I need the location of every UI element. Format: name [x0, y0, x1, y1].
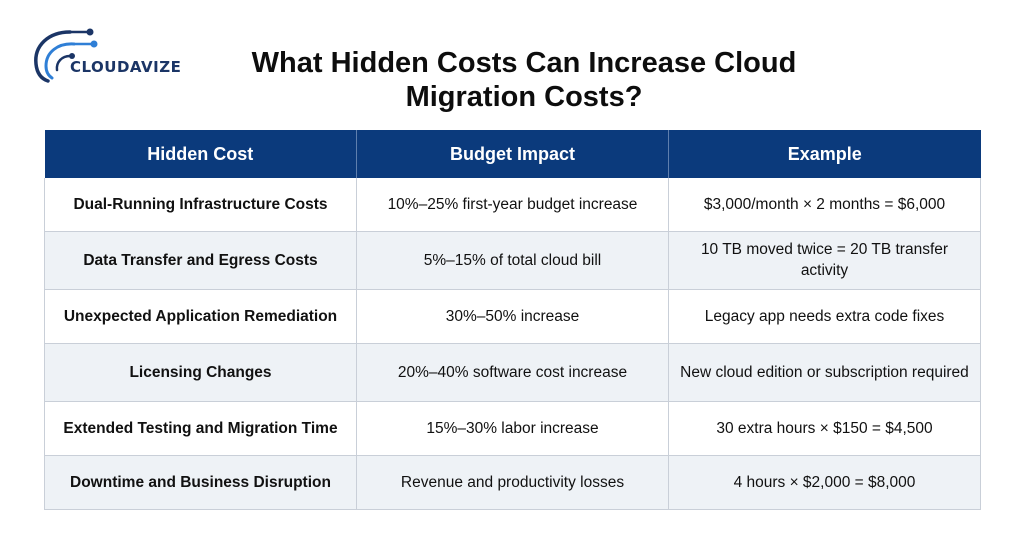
- hidden-costs-table: Hidden Cost Budget Impact Example Dual-R…: [44, 130, 981, 510]
- example-cell: 4 hours × $2,000 = $8,000: [668, 455, 981, 510]
- example-cell: New cloud edition or subscription requir…: [668, 343, 981, 402]
- table-row: Unexpected Application Remediation 30%–5…: [44, 289, 981, 344]
- table-row: Licensing Changes 20%–40% software cost …: [44, 343, 981, 402]
- page-title: What Hidden Costs Can Increase Cloud Mig…: [251, 47, 797, 113]
- hidden-cost-cell: Dual-Running Infrastructure Costs: [44, 178, 357, 232]
- budget-impact-cell: 5%–15% of total cloud bill: [356, 231, 669, 290]
- table-row: Downtime and Business Disruption Revenue…: [44, 455, 981, 510]
- table-row: Dual-Running Infrastructure Costs 10%–25…: [44, 178, 981, 232]
- brand-logo: CLOUDAVIZE: [30, 24, 190, 84]
- cloud-network-logo-icon: [34, 28, 98, 83]
- hidden-cost-cell: Licensing Changes: [44, 343, 357, 402]
- column-header-budget-impact: Budget Impact: [356, 130, 669, 178]
- table-row: Extended Testing and Migration Time 15%–…: [44, 401, 981, 456]
- column-header-hidden-cost: Hidden Cost: [44, 130, 357, 178]
- budget-impact-cell: 15%–30% labor increase: [356, 401, 669, 456]
- hidden-cost-cell: Data Transfer and Egress Costs: [44, 231, 357, 290]
- example-cell: 30 extra hours × $150 = $4,500: [668, 401, 981, 456]
- example-cell: 10 TB moved twice = 20 TB transfer activ…: [668, 231, 981, 290]
- budget-impact-cell: 20%–40% software cost increase: [356, 343, 669, 402]
- example-cell: Legacy app needs extra code fixes: [668, 289, 981, 344]
- hidden-cost-cell: Unexpected Application Remediation: [44, 289, 357, 344]
- budget-impact-cell: Revenue and productivity losses: [356, 455, 669, 510]
- hidden-cost-cell: Extended Testing and Migration Time: [44, 401, 357, 456]
- table-header-row: Hidden Cost Budget Impact Example: [44, 130, 981, 178]
- budget-impact-cell: 10%–25% first-year budget increase: [356, 178, 669, 232]
- brand-name: CLOUDAVIZE: [70, 58, 182, 76]
- table-row: Data Transfer and Egress Costs 5%–15% of…: [44, 231, 981, 290]
- hidden-cost-cell: Downtime and Business Disruption: [44, 455, 357, 510]
- example-cell: $3,000/month × 2 months = $6,000: [668, 178, 981, 232]
- column-header-example: Example: [668, 130, 981, 178]
- budget-impact-cell: 30%–50% increase: [356, 289, 669, 344]
